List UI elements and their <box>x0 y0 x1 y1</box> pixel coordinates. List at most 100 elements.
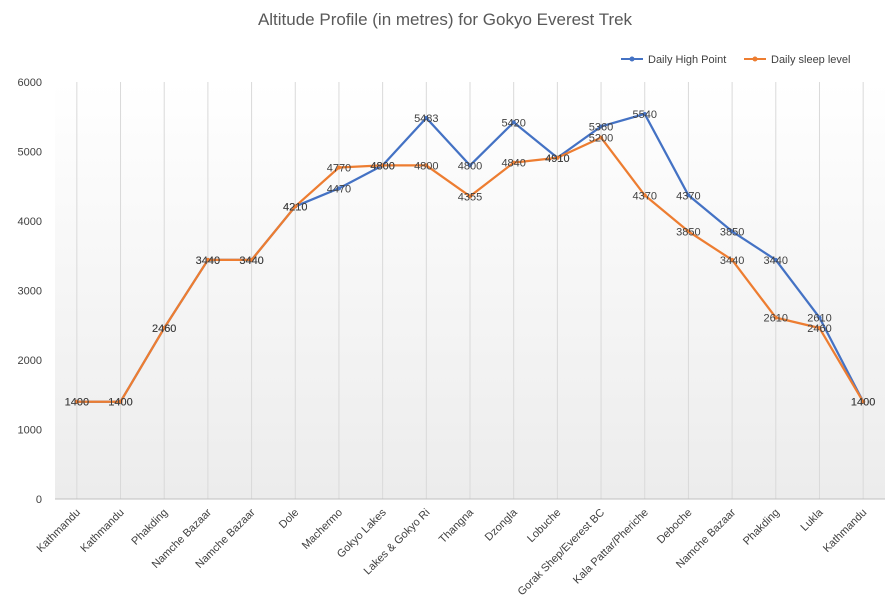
chart-title: Altitude Profile (in metres) for Gokyo E… <box>258 10 633 29</box>
y-tick-label: 2000 <box>18 355 42 367</box>
x-tick-label: Kathmandu <box>35 507 83 555</box>
data-point <box>817 326 822 331</box>
x-tick-label: Dzongla <box>483 506 521 544</box>
data-label: 3850 <box>720 226 744 238</box>
data-point <box>293 204 298 209</box>
data-point <box>686 229 691 234</box>
y-axis: 0 1000 2000 3000 4000 5000 6000 <box>18 77 42 506</box>
y-tick-label: 1000 <box>18 425 42 437</box>
data-label: 4800 <box>458 160 482 172</box>
data-label: 4800 <box>414 160 438 172</box>
legend: Daily High Point Daily sleep level <box>621 54 850 66</box>
x-tick-label: Phakding <box>741 507 782 548</box>
data-point <box>642 193 647 198</box>
x-tick-label: Phakding <box>129 507 170 548</box>
data-label: 2460 <box>807 323 831 335</box>
data-point <box>773 257 778 262</box>
data-label: 3850 <box>676 226 700 238</box>
data-label: 2460 <box>152 323 176 335</box>
data-point <box>468 194 472 199</box>
x-tick-label: Machermo <box>300 507 345 552</box>
data-label: 4910 <box>545 153 569 165</box>
data-label: 4840 <box>501 158 525 170</box>
x-tick-label: Deboche <box>655 507 695 547</box>
data-label: 3440 <box>196 255 220 267</box>
series-layer <box>74 111 866 404</box>
data-label: 4355 <box>458 191 482 203</box>
data-label: 1400 <box>65 397 89 409</box>
data-label: 4770 <box>327 162 351 174</box>
data-label: 3440 <box>239 255 263 267</box>
data-point <box>249 257 254 262</box>
data-label: 1400 <box>851 397 875 409</box>
data-label: 3440 <box>764 255 788 267</box>
data-label: 5483 <box>414 113 438 125</box>
data-point <box>424 163 429 168</box>
data-point <box>861 399 866 404</box>
data-point <box>162 326 167 331</box>
data-label: 5420 <box>501 117 525 129</box>
data-point <box>817 315 822 320</box>
data-label: 4210 <box>283 201 307 213</box>
data-label: 3440 <box>239 255 263 267</box>
x-tick-label: Lukla <box>799 506 827 534</box>
data-label: 1400 <box>851 397 875 409</box>
data-point <box>555 155 560 160</box>
legend-swatch-marker <box>629 56 635 62</box>
data-label: 4800 <box>370 160 394 172</box>
legend-label: Daily High Point <box>648 54 726 66</box>
data-label: 5540 <box>632 109 656 121</box>
data-point <box>599 124 604 129</box>
data-point <box>511 160 516 165</box>
data-point <box>468 163 472 168</box>
data-point <box>686 193 691 198</box>
data-point <box>336 165 341 170</box>
data-point <box>336 186 341 191</box>
data-label: 1400 <box>108 397 132 409</box>
data-label: 2610 <box>764 313 788 325</box>
x-tick-label: Thangna <box>437 506 477 546</box>
data-label: 4370 <box>632 190 656 202</box>
data-point <box>642 111 647 116</box>
data-label: 4470 <box>327 183 351 195</box>
data-point <box>118 399 123 404</box>
data-point <box>773 315 778 320</box>
data-label: 2460 <box>152 323 176 335</box>
data-point <box>599 135 604 140</box>
data-point <box>380 163 385 168</box>
data-point <box>424 115 429 120</box>
x-tick-label: Lobuche <box>525 507 563 545</box>
data-label: 5200 <box>589 133 613 145</box>
data-label: 3440 <box>196 255 220 267</box>
data-point <box>730 257 735 262</box>
y-tick-label: 0 <box>36 494 42 506</box>
y-tick-label: 3000 <box>18 286 42 298</box>
x-tick-label: Kala Pattar/Pheriche <box>571 507 651 587</box>
legend-swatch-marker <box>752 56 758 62</box>
data-label: 2610 <box>807 313 831 325</box>
data-label: 1400 <box>65 397 89 409</box>
data-point <box>205 257 210 262</box>
x-tick-label: Dole <box>277 507 301 531</box>
grid-layer <box>55 82 885 500</box>
data-label: 5360 <box>589 121 613 133</box>
data-label: 3440 <box>720 255 744 267</box>
y-tick-label: 4000 <box>18 216 42 228</box>
y-tick-label: 5000 <box>18 147 42 159</box>
x-tick-label: Gorak Shep/Everest BC <box>516 507 608 599</box>
data-labels: 1400 1400 2460 3440 3440 4210 4470 4800 5483 4800… <box>65 109 876 409</box>
data-label: 4210 <box>283 201 307 213</box>
data-point <box>74 399 79 404</box>
y-tick-label: 6000 <box>18 77 42 89</box>
data-point <box>730 229 735 234</box>
data-point <box>511 120 516 125</box>
data-label: 4910 <box>545 153 569 165</box>
x-tick-label: Kathmandu <box>821 507 869 555</box>
data-label: 4370 <box>676 190 700 202</box>
legend-label: Daily sleep level <box>771 54 850 66</box>
data-label: 1400 <box>108 397 132 409</box>
x-tick-label: Kathmandu <box>78 507 126 555</box>
